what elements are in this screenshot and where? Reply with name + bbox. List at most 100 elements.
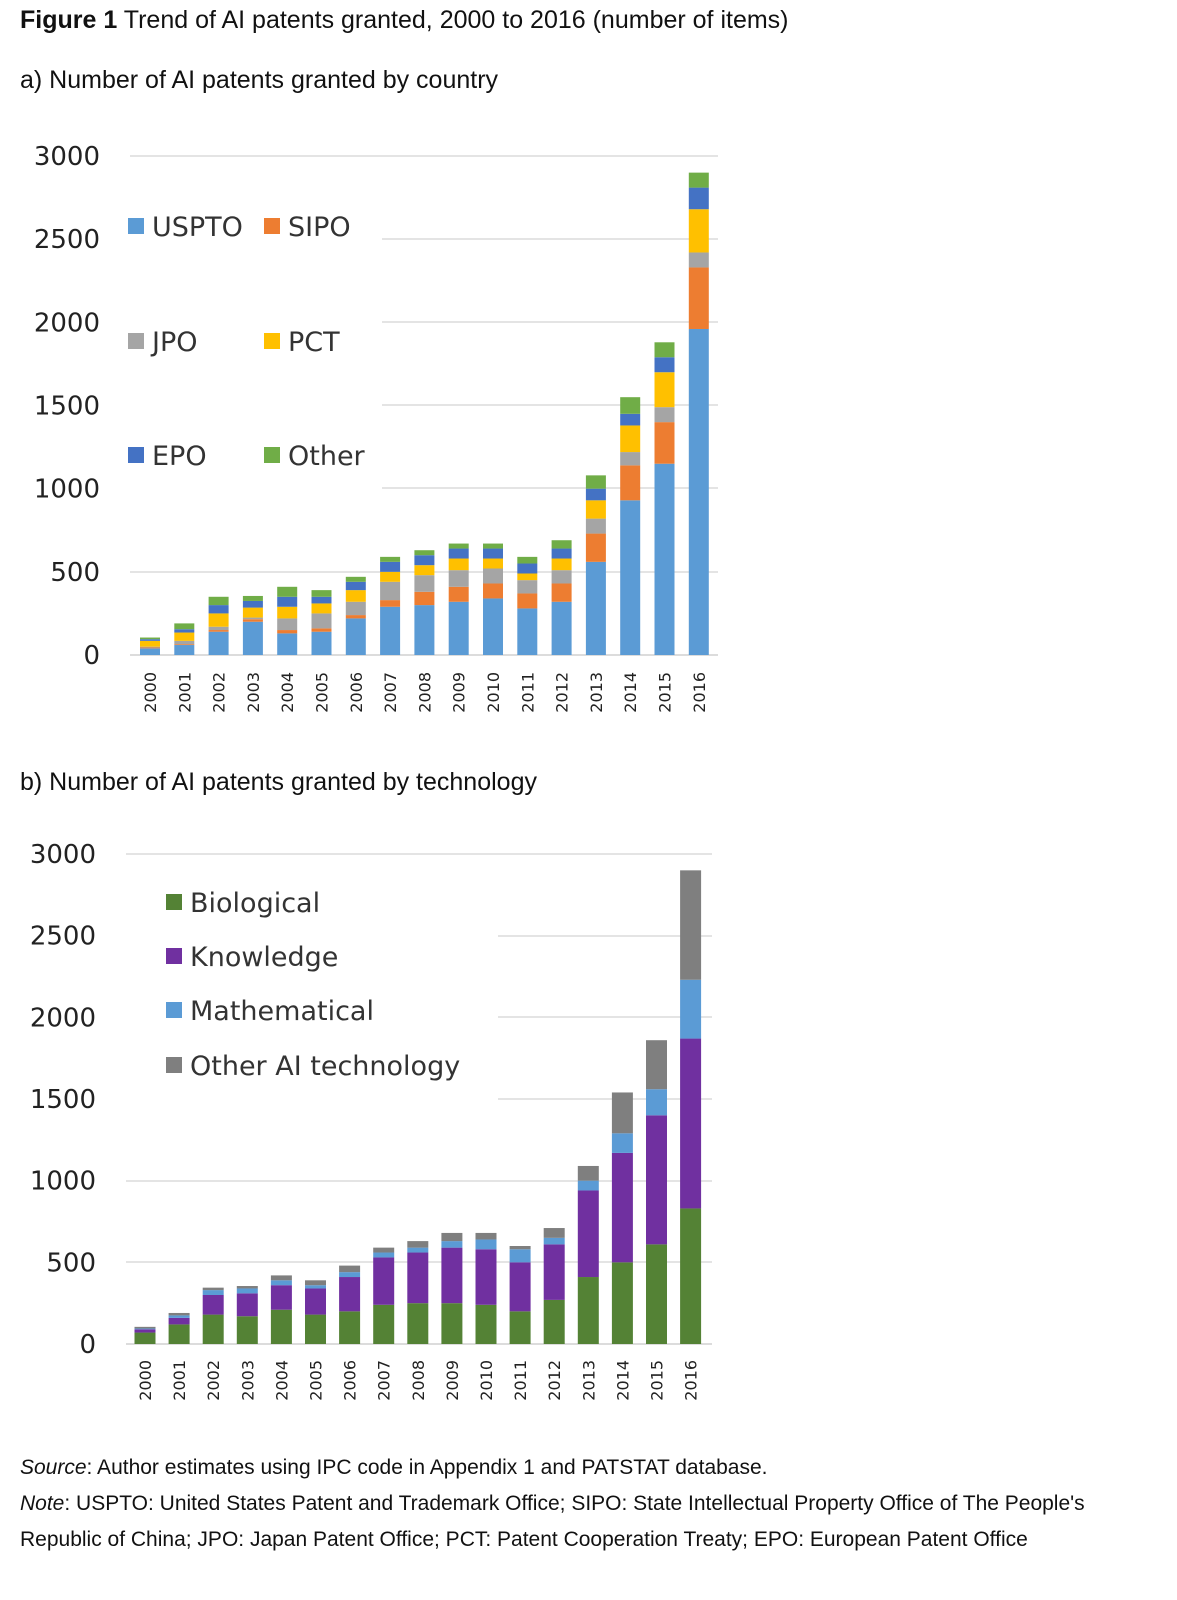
note-label: Note (20, 1492, 65, 1515)
technology-bar-knowledge-2014 (611, 1152, 633, 1263)
country-bar-pct-2016 (688, 209, 709, 253)
technology-legend-label: Knowledge (190, 942, 338, 973)
country-bar-pct-2015 (654, 372, 675, 408)
technology-x-tick-label: 2009 (443, 1360, 462, 1401)
country-bar-pct-2009 (448, 558, 469, 571)
technology-bar-other-ai-technology-2016 (680, 870, 702, 980)
country-x-tick-label: 2006 (347, 672, 366, 713)
technology-bar-biological-2016 (680, 1208, 702, 1344)
technology-x-tick-label: 2008 (409, 1360, 428, 1401)
note-text: : USPTO: United States Patent and Tradem… (20, 1492, 1085, 1551)
technology-bar-knowledge-2011 (509, 1262, 531, 1312)
country-bar-jpo-2008 (414, 575, 435, 592)
technology-bar-mathematical-2003 (236, 1288, 258, 1294)
technology-bar-mathematical-2001 (168, 1315, 190, 1318)
country-bar-jpo-2005 (311, 613, 332, 629)
country-bar-uspto-2000 (140, 648, 160, 655)
technology-bar-mathematical-2005 (305, 1285, 326, 1289)
technology-bar-other-ai-technology-2005 (305, 1280, 326, 1286)
technology-bar-mathematical-2004 (270, 1280, 292, 1286)
country-bar-other-2011 (517, 556, 538, 564)
technology-legend-label: Biological (190, 888, 320, 919)
country-bar-pct-2014 (620, 425, 641, 453)
technology-bar-knowledge-2012 (543, 1244, 565, 1300)
country-bar-epo-2014 (620, 413, 641, 426)
country-bar-epo-2009 (448, 548, 469, 559)
country-bar-other-2004 (277, 586, 298, 597)
country-x-tick-label: 2012 (553, 672, 572, 713)
country-bar-other-2008 (414, 550, 435, 556)
technology-bar-biological-2011 (509, 1311, 531, 1344)
country-bar-uspto-2003 (242, 621, 263, 655)
country-x-tick-label: 2004 (278, 672, 297, 713)
country-legend-label: EPO (152, 441, 207, 472)
country-x-tick-label: 2002 (210, 672, 229, 713)
country-bar-sipo-2013 (585, 533, 606, 562)
country-bar-epo-2008 (414, 555, 435, 566)
technology-bar-biological-2008 (407, 1303, 429, 1344)
country-bar-epo-2005 (311, 596, 332, 604)
country-bar-pct-2006 (345, 590, 366, 602)
country-bar-sipo-2012 (551, 583, 572, 602)
country-bar-other-2005 (311, 590, 332, 597)
technology-x-tick-label: 2001 (170, 1360, 189, 1401)
country-bar-jpo-2006 (345, 601, 366, 616)
technology-bar-knowledge-2005 (305, 1288, 326, 1315)
country-bar-pct-2004 (277, 606, 298, 619)
country-bar-epo-2015 (654, 357, 675, 373)
country-bar-other-2014 (620, 397, 641, 414)
country-bar-other-2007 (380, 556, 401, 562)
technology-bar-knowledge-2008 (407, 1252, 429, 1304)
country-legend-label: PCT (288, 327, 340, 358)
technology-bar-other-ai-technology-2013 (577, 1165, 599, 1181)
country-bar-sipo-2008 (414, 591, 435, 606)
country-bar-other-2001 (174, 623, 195, 630)
technology-bar-knowledge-2009 (441, 1247, 463, 1304)
country-bar-other-2003 (242, 595, 263, 601)
technology-legend-swatch (166, 1002, 182, 1018)
technology-bar-knowledge-2004 (270, 1285, 292, 1310)
technology-bar-mathematical-2000 (134, 1328, 156, 1330)
country-bar-other-2016 (688, 172, 709, 188)
technology-bar-other-ai-technology-2007 (373, 1247, 395, 1253)
technology-bar-biological-2010 (475, 1304, 497, 1344)
country-bar-uspto-2002 (208, 631, 229, 655)
country-bar-epo-2001 (174, 629, 195, 633)
technology-bar-biological-2012 (543, 1299, 565, 1344)
technology-bar-other-ai-technology-2014 (611, 1092, 633, 1134)
country-bar-epo-2006 (345, 581, 366, 591)
country-bar-jpo-2016 (688, 252, 709, 268)
technology-bar-mathematical-2007 (373, 1252, 395, 1258)
country-y-tick-label: 3000 (34, 142, 100, 172)
technology-bar-knowledge-2007 (373, 1257, 395, 1305)
technology-x-tick-label: 2010 (477, 1360, 496, 1401)
country-y-tick-label: 1000 (34, 475, 100, 505)
country-bar-epo-2011 (517, 563, 538, 574)
technology-bar-knowledge-2003 (236, 1293, 258, 1317)
technology-x-tick-label: 2015 (648, 1360, 667, 1401)
technology-bar-biological-2004 (270, 1309, 292, 1344)
technology-legend-label: Other AI technology (190, 1051, 460, 1082)
technology-bar-other-ai-technology-2002 (202, 1287, 224, 1291)
country-bar-epo-2002 (208, 605, 229, 614)
country-bar-uspto-2016 (688, 328, 709, 655)
country-bar-jpo-2012 (551, 570, 572, 584)
country-bar-jpo-2000 (140, 646, 160, 648)
source-line: Source: Author estimates using IPC code … (20, 1450, 1160, 1486)
technology-bar-mathematical-2010 (475, 1239, 497, 1250)
technology-x-tick-label: 2000 (136, 1360, 155, 1401)
technology-bar-biological-2000 (134, 1332, 156, 1344)
technology-bar-mathematical-2008 (407, 1247, 429, 1253)
country-bar-pct-2005 (311, 603, 332, 614)
country-x-tick-label: 2015 (656, 672, 675, 713)
technology-legend-label: Mathematical (190, 996, 374, 1027)
country-x-tick-label: 2011 (518, 672, 537, 713)
technology-bar-knowledge-2000 (134, 1329, 156, 1333)
country-bar-epo-2000 (140, 639, 160, 641)
country-bar-sipo-2005 (311, 628, 332, 632)
country-bar-sipo-2015 (654, 422, 675, 464)
country-x-tick-label: 2014 (621, 672, 640, 713)
technology-bar-other-ai-technology-2009 (441, 1232, 463, 1242)
country-legend-swatch (264, 218, 280, 234)
technology-legend-swatch (166, 1057, 182, 1073)
